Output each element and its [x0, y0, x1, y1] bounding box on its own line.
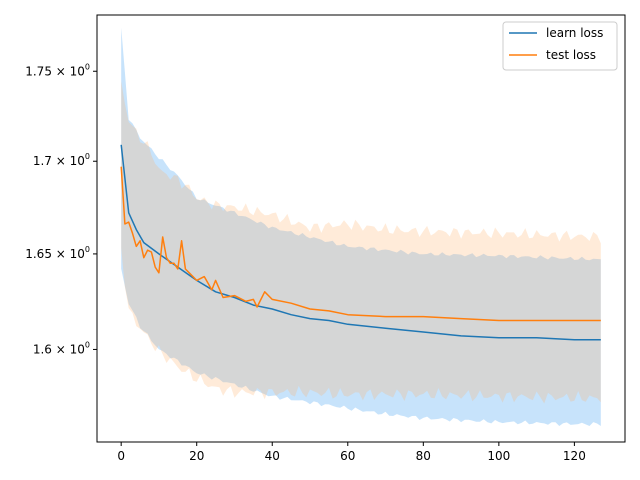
x-tick-label: 60 [340, 449, 355, 463]
y-tick-label: 1.65 × 100 [25, 245, 90, 261]
y-tick-label: 1.75 × 100 [25, 62, 90, 78]
legend: learn loss test loss [502, 21, 618, 71]
x-tick-label: 20 [189, 449, 204, 463]
confidence-bands [121, 27, 601, 426]
band-learn-loss [121, 27, 601, 426]
legend-label-test-loss: test loss [546, 48, 596, 62]
x-tick-label: 100 [487, 449, 510, 463]
x-tick-label: 120 [563, 449, 586, 463]
legend-label-learn-loss: learn loss [546, 26, 603, 40]
series-lines [120, 144, 601, 341]
line-test-loss [120, 166, 601, 322]
axes-frame [96, 14, 626, 443]
x-tick-label: 80 [416, 449, 431, 463]
legend-box [502, 21, 618, 71]
y-tick-label: 1.7 × 100 [33, 152, 90, 168]
x-axis-ticks: 0 20 40 60 80 100 120 [117, 442, 586, 463]
band-test-loss [121, 81, 601, 404]
y-tick-label: 1.6 × 100 [33, 340, 90, 356]
x-tick-label: 0 [117, 449, 125, 463]
x-tick-label: 40 [265, 449, 280, 463]
y-axis-ticks: 1.6 × 100 1.65 × 100 1.7 × 100 1.75 × 100 [25, 62, 97, 356]
line-learn-loss [120, 144, 601, 341]
